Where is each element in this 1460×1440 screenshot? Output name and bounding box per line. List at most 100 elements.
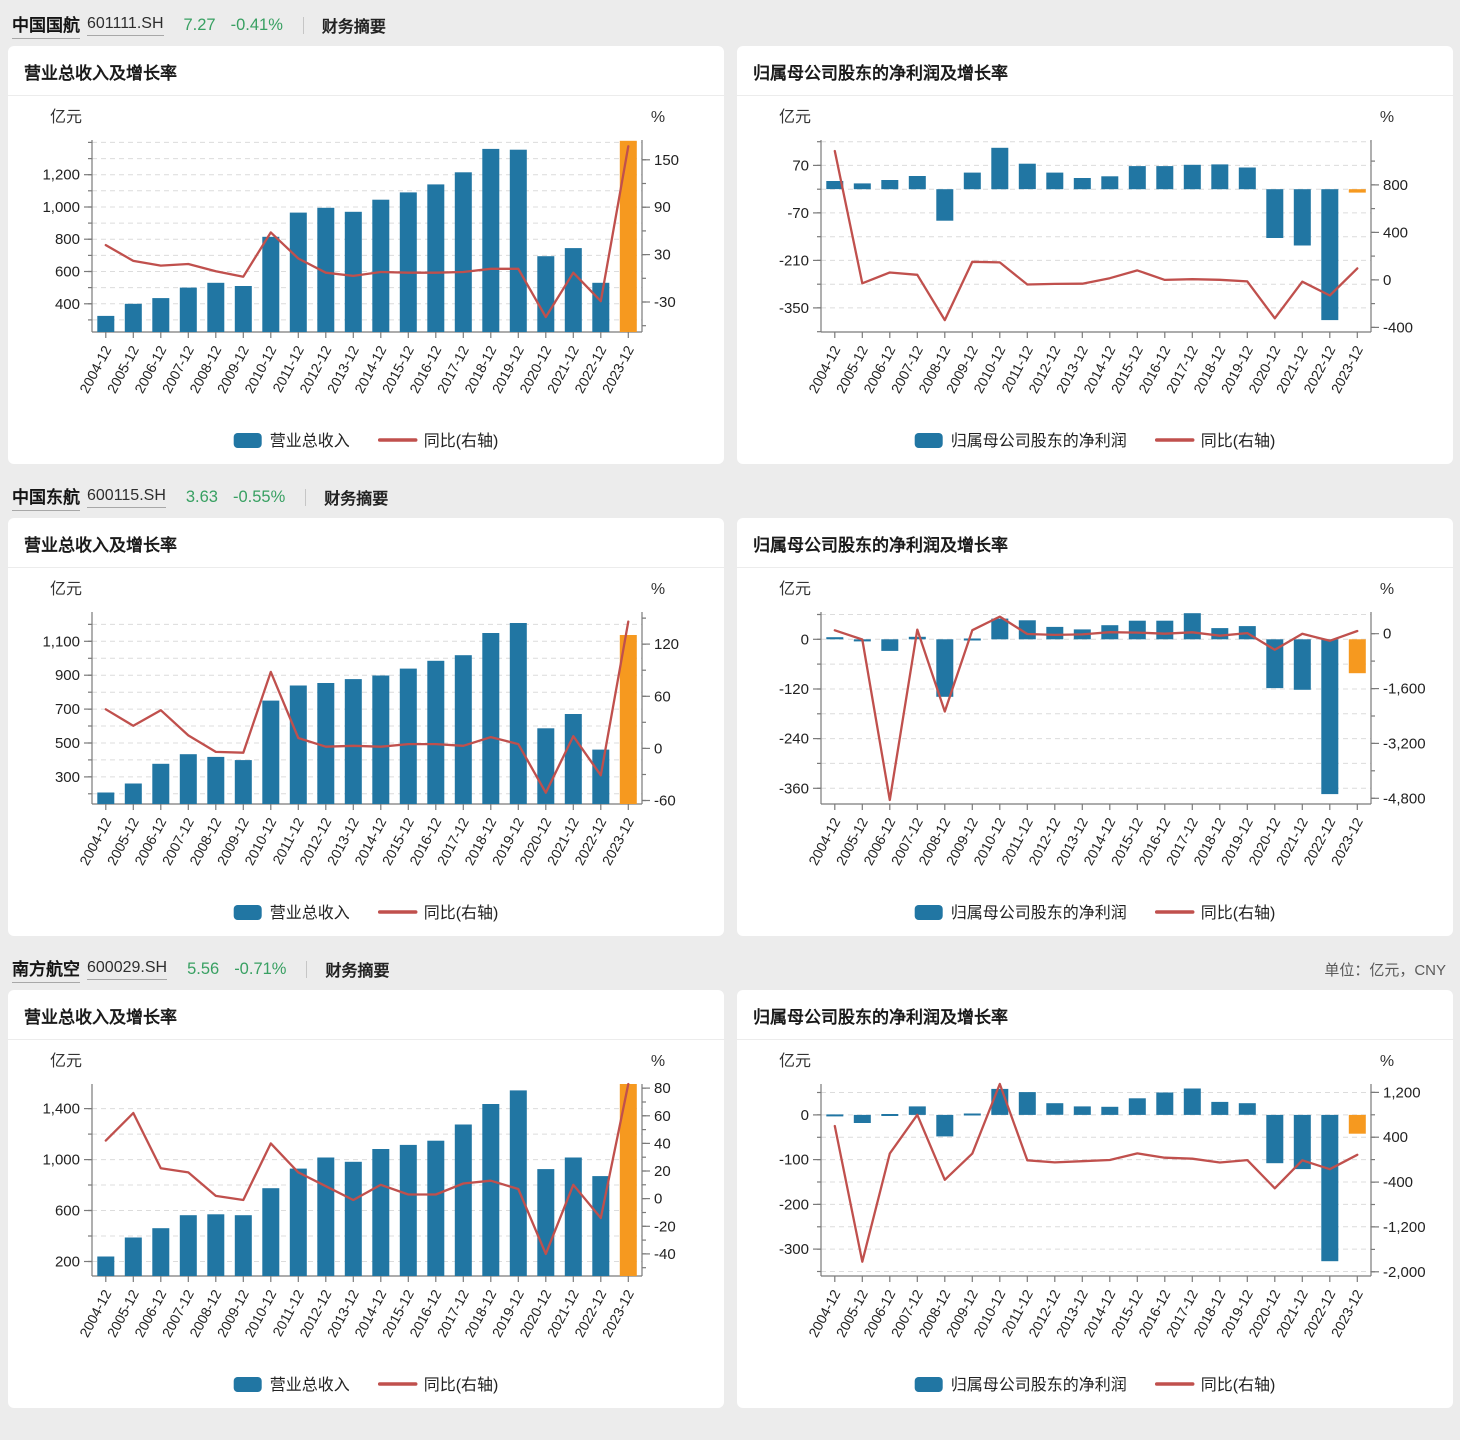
svg-text:-350: -350 (779, 300, 809, 317)
svg-text:150: 150 (654, 152, 679, 169)
x-axis-labels: 2004-122005-122006-122007-122008-122009-… (805, 804, 1366, 868)
svg-text:0: 0 (801, 1107, 809, 1124)
bar (344, 1161, 362, 1276)
divider (306, 960, 308, 978)
svg-text:亿元: 亿元 (50, 108, 82, 126)
bar (179, 287, 197, 332)
bar (234, 1215, 252, 1276)
svg-text:-30: -30 (654, 294, 676, 311)
legend-bar-swatch (914, 1377, 943, 1392)
left-axis: 70 -70 -210 -350 (779, 141, 821, 333)
bar (124, 783, 142, 804)
bar (1293, 1114, 1311, 1170)
svg-text:-200: -200 (779, 1196, 809, 1213)
axis-unit-labels: 亿元% (779, 580, 1394, 598)
financial-summary-link[interactable]: 财务摘要 (324, 491, 389, 508)
financial-summary-link[interactable]: 财务摘要 (325, 963, 390, 980)
left-axis: 400 600 800 1,000 1,200 (42, 141, 92, 321)
revenue-chart-card: 营业总收入及增长率 亿元% 400 600 800 1,000 1,200 -30 30 90 1… (8, 46, 724, 464)
svg-text:-1,200: -1,200 (1383, 1219, 1426, 1236)
stock-code-link[interactable]: 600029.SH (87, 959, 168, 980)
svg-text:-4,800: -4,800 (1383, 790, 1426, 807)
legend-bar-label: 归属母公司股东的净利润 (951, 904, 1127, 922)
financial-summary-link[interactable]: 财务摘要 (321, 19, 386, 36)
stock-header-600115: 中国东航 600115.SH 3.63 -0.55% 财务摘要 (0, 474, 1460, 518)
bar (317, 683, 335, 804)
svg-text:1,100: 1,100 (42, 633, 80, 650)
chart-row: 营业总收入及增长率 亿元% 300 500 700 900 1,100 -60 0 60 120 2… (0, 518, 1460, 936)
svg-text:-300: -300 (779, 1241, 809, 1258)
stock-code-link[interactable]: 601111.SH (87, 15, 164, 36)
bar (427, 184, 445, 332)
yoy-line (104, 1082, 630, 1256)
legend-bar-label: 营业总收入 (270, 904, 350, 922)
bar (179, 1215, 197, 1276)
divider (305, 488, 307, 506)
bar (399, 668, 417, 804)
stock-price: 3.63 (185, 487, 218, 506)
legend-line-label: 同比(右轴) (1201, 1376, 1276, 1394)
stock-name-link[interactable]: 南方航空 (12, 955, 80, 983)
svg-text:90: 90 (654, 199, 671, 216)
stock-name-link[interactable]: 中国东航 (12, 483, 80, 511)
gridlines (92, 623, 642, 795)
bar (619, 635, 637, 804)
chart-title: 归属母公司股东的净利润及增长率 (737, 46, 1453, 96)
axes (820, 140, 1372, 333)
stock-name-link[interactable]: 中国国航 (12, 11, 80, 39)
left-axis: 300 500 700 900 1,100 (42, 623, 92, 795)
left-axis: 200 600 1,000 1,400 (42, 1101, 92, 1271)
bar (179, 754, 197, 804)
bar (936, 639, 954, 697)
svg-text:%: % (1380, 109, 1394, 126)
revenue-chart-card: 营业总收入及增长率 亿元% 200 600 1,000 1,400 -40 -20 0 20 40… (8, 990, 724, 1408)
bar (1293, 639, 1311, 690)
stock-code-link[interactable]: 600115.SH (87, 487, 166, 508)
bar (853, 1114, 871, 1123)
svg-text:%: % (1380, 581, 1394, 598)
revenue-growth-chart: 亿元 % 400 600 800 1,000 1,200 -30 30 90 150 2004-122… (42, 108, 679, 450)
bar (1293, 189, 1311, 246)
svg-text:60: 60 (654, 688, 671, 705)
bar (826, 181, 844, 190)
bar (1128, 1098, 1146, 1115)
bar (592, 749, 610, 804)
legend-bar-swatch (914, 433, 943, 448)
bar (537, 256, 555, 332)
bar (1156, 620, 1174, 640)
chart-title: 营业总收入及增长率 (8, 518, 724, 568)
net-profit-growth-chart: 亿元 % 0 -100 -200 -300 1,200 400 -400 -1,200 -2,000… (779, 1052, 1426, 1394)
legend-line-label: 同比(右轴) (1201, 904, 1276, 922)
bar (963, 1113, 981, 1116)
axis-unit-labels: 亿元% (50, 108, 665, 126)
divider (302, 16, 304, 34)
net-profit-chart-card: 归属母公司股东的净利润及增长率 亿元% 0 -100 -200 -300 1,200 400… (737, 990, 1453, 1408)
stock-change-percent: -0.55% (233, 487, 286, 506)
gridlines (821, 141, 1371, 309)
svg-text:200: 200 (55, 1254, 80, 1271)
bar (991, 147, 1009, 190)
bar (1101, 176, 1119, 190)
bar (399, 192, 417, 332)
svg-text:-360: -360 (779, 780, 809, 797)
axis-unit-labels: 亿元% (50, 580, 665, 598)
svg-text:-70: -70 (787, 205, 809, 222)
bar (1266, 639, 1284, 689)
svg-text:%: % (651, 581, 665, 598)
legend-bar-label: 归属母公司股东的净利润 (951, 1376, 1127, 1394)
net-profit-chart-card: 归属母公司股东的净利润及增长率 亿元% 0 -120 -240 -360 0 -1,600 -… (737, 518, 1453, 936)
bar (262, 1188, 280, 1276)
bar (1018, 1092, 1036, 1115)
yoy-line (833, 149, 1359, 322)
revenue-growth-chart: 亿元 % 200 600 1,000 1,400 -40 -20 0 20 40 60 80 2004-1… (42, 1052, 675, 1394)
axes (820, 612, 1372, 805)
legend-line-label: 同比(右轴) (424, 1376, 499, 1394)
axes (820, 1084, 1372, 1277)
x-axis-labels: 2004-122005-122006-122007-122008-122009-… (805, 1276, 1366, 1340)
revenue-chart-card: 营业总收入及增长率 亿元% 300 500 700 900 1,100 -60 0 60 120 2… (8, 518, 724, 936)
revenue-growth-chart: 亿元 % 300 500 700 900 1,100 -60 0 60 120 2004-122005… (42, 580, 679, 922)
svg-text:120: 120 (654, 636, 679, 653)
bar (1183, 164, 1201, 190)
chart-row: 营业总收入及增长率 亿元% 400 600 800 1,000 1,200 -30 30 90 1… (0, 46, 1460, 464)
bar (1128, 620, 1146, 640)
